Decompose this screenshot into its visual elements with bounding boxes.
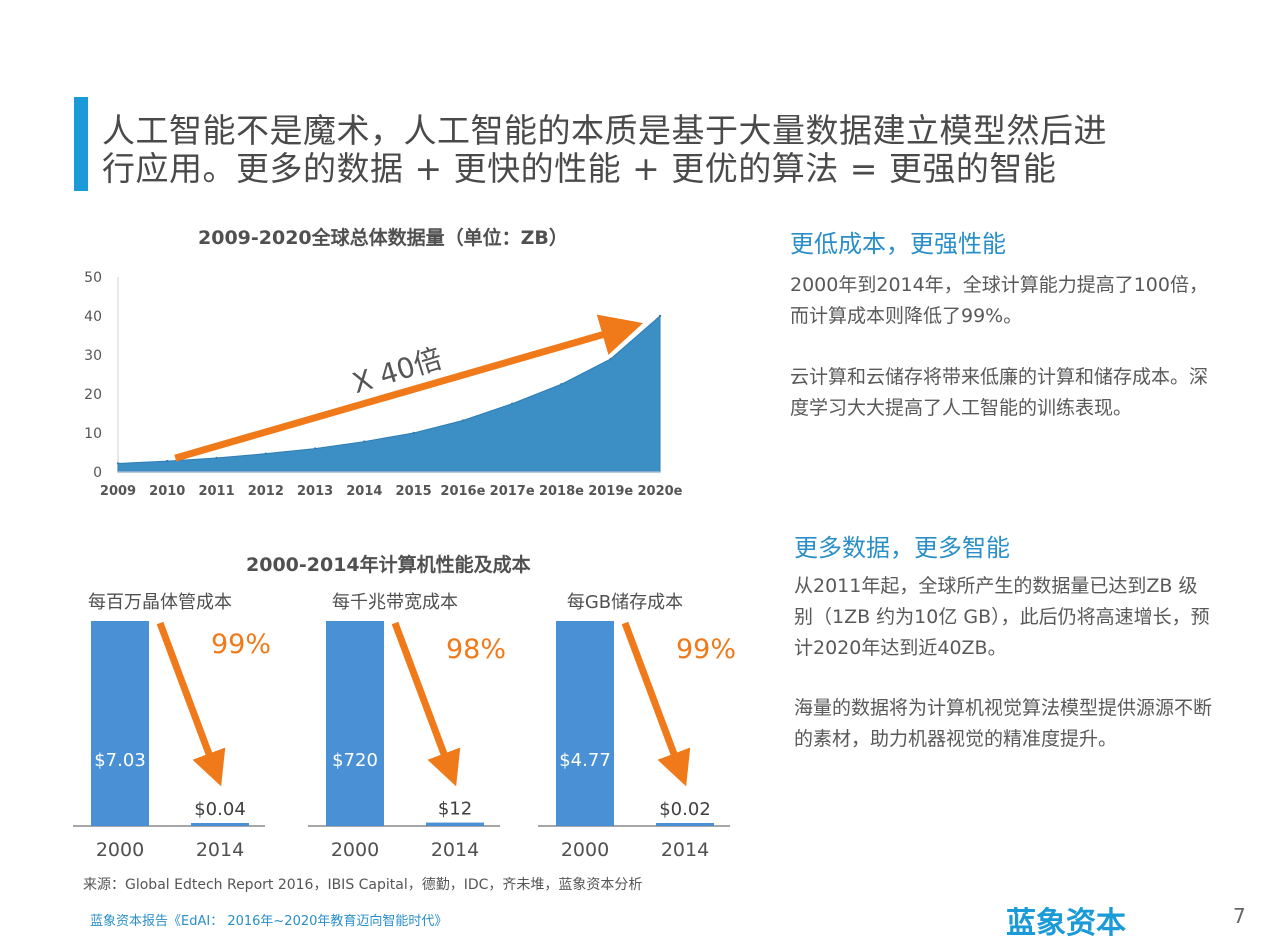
decrease-percent: 99% [676,634,736,665]
data-point [166,459,169,463]
x-tick-label: 2014 [661,839,709,861]
data-point [412,431,415,435]
data-point [461,419,465,422]
data-point [560,383,563,386]
area-chart-title: 2009-2020全球总体数据量（单位：ZB） [198,227,568,249]
bar-2000 [556,621,614,826]
x-tick-label: 2000 [561,839,609,861]
page-number: 7 [1233,904,1246,928]
paragraph-computing-power: 2000年到2014年，全球计算能力提高了100倍，而计算成本则降低了99%。 [790,274,1208,327]
bar-2000 [91,621,149,826]
bar-2000 [326,621,384,826]
bar-value-label: $720 [332,750,378,771]
x-tick-label: 2012 [248,484,284,499]
decrease-arrow [621,621,691,787]
section-heading-data: 更多数据，更多智能 [794,534,1010,562]
x-tick-label: 2019e [588,484,633,499]
title-accent-bar [74,97,88,191]
y-tick-label: 10 [84,426,102,442]
x-tick-label: 2000 [96,839,144,861]
x-tick-label: 2000 [331,839,379,861]
y-tick-label: 40 [84,309,102,325]
x-tick-label: 2010 [149,484,185,499]
page-title-line-1: 人工智能不是魔术，人工智能的本质是基于大量数据建立模型然后进 [102,111,1107,150]
y-tick-label: 30 [84,348,102,364]
x-tick-label: 2020e [638,484,683,499]
bar-value-label: $4.77 [559,750,611,771]
x-tick-label: 2016e [440,484,485,499]
x-tick-label: 2013 [297,484,333,499]
bar-2014 [191,823,249,826]
decrease-arrow [391,621,461,787]
bar-2014 [426,822,484,826]
bar-group-label: 每百万晶体管成本 [88,592,232,613]
data-point [313,447,317,450]
decrease-percent: 98% [446,634,506,665]
data-point [264,452,268,455]
y-tick-label: 20 [84,387,102,403]
data-point [609,357,612,361]
x-tick-label: 2018e [539,484,584,499]
x-tick-label: 2017e [490,484,535,499]
bar-group-label: 每千兆带宽成本 [332,592,458,613]
x-tick-label: 2015 [396,484,432,499]
data-point [658,314,662,318]
growth-arrow [174,314,643,462]
bar-chart-title: 2000-2014年计算机性能及成本 [246,554,531,576]
bar-value-label: $7.03 [94,750,146,771]
x-tick-label: 2011 [198,484,234,499]
decrease-percent: 99% [211,629,271,660]
company-logo: 蓝象资本 [1006,906,1126,941]
source-note: 来源：Global Edtech Report 2016，IBIS Capita… [83,877,643,893]
bar-2014 [656,823,714,826]
data-point [510,402,514,405]
cost-bar-charts: 每百万晶体管成本 $7.03 2000 $0.04 2014 99% 每千兆带宽成本 $720… [73,592,736,861]
bar-group-label: 每GB储存成本 [567,592,683,613]
x-tick-label: 2014 [346,484,382,499]
x-tick-label: 2014 [431,839,479,861]
x-tick-label: 2014 [196,839,244,861]
paragraph-vision: 海量的数据将为计算机视觉算法模型提供源源不断的素材，助力机器视觉的精准度提升。 [794,697,1213,750]
paragraph-data-growth: 从2011年起，全球所产生的数据量已达到ZB 级别（1ZB 约为10亿 GB），… [794,575,1210,659]
bar-value-label: $0.02 [659,799,711,820]
data-point [116,462,120,465]
data-point [363,440,366,443]
data-volume-area-chart: 0 10 20 30 40 50 2009 2010 2011 2012 2013 2014 2015 2… [84,270,683,499]
paragraph-cloud: 云计算和云储存将带来低廉的计算和储存成本。深度学习大大提高了人工智能的训练表现。 [790,366,1209,419]
data-point [215,456,218,460]
report-footer-link[interactable]: 蓝象资本报告《EdAI： 2016年~2020年教育迈向智能时代》 [90,914,448,929]
decrease-arrow [156,621,226,787]
bar-value-label: $0.04 [194,799,246,820]
y-tick-label: 0 [93,465,102,481]
page-title-line-2: 行应用。更多的数据 + 更快的性能 + 更优的算法 = 更强的智能 [102,149,1057,188]
x-tick-label: 2009 [100,484,136,499]
y-tick-label: 50 [84,270,102,286]
bar-value-label: $12 [438,799,472,820]
section-heading-cost: 更低成本，更强性能 [790,230,1006,258]
